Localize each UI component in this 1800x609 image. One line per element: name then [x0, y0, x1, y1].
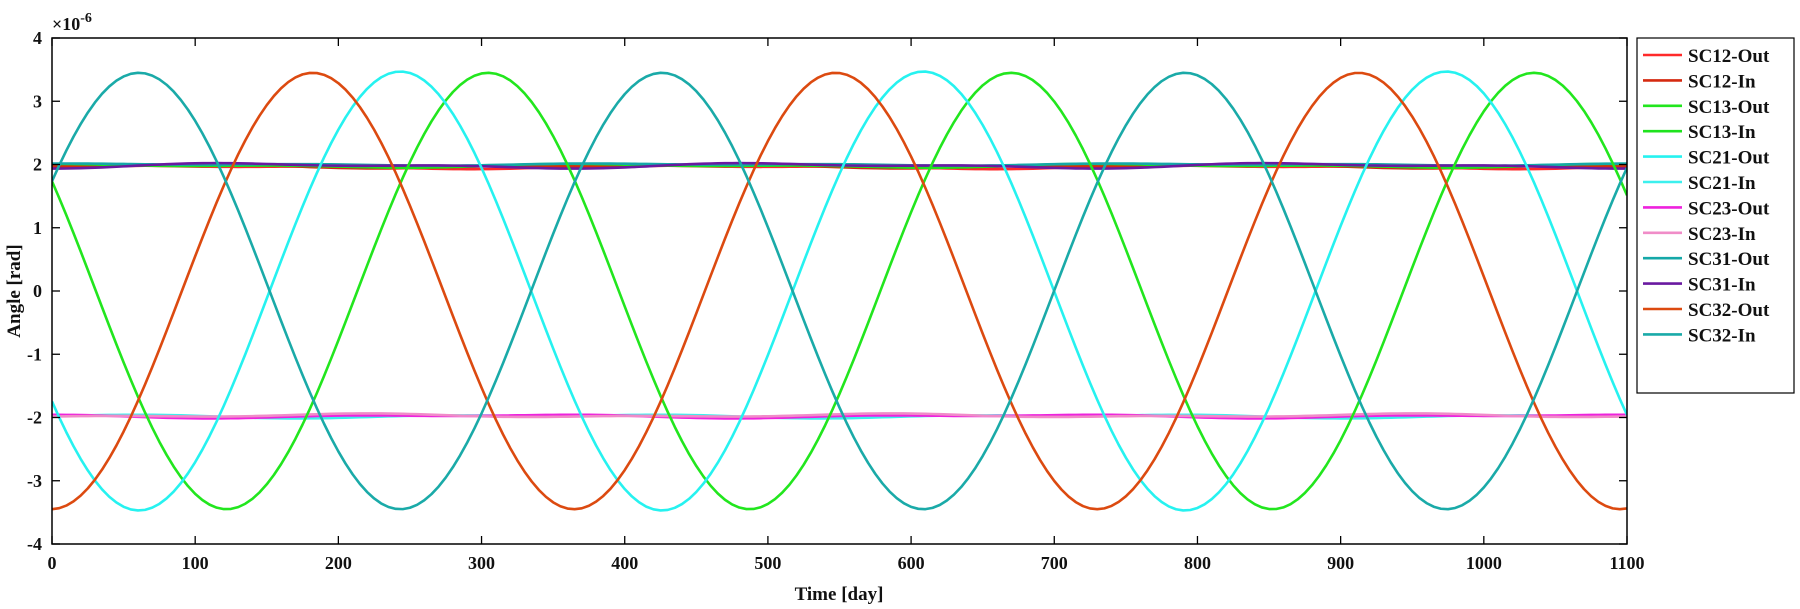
x-tick-label: 800 [1184, 553, 1211, 573]
legend: SC12-Out SC12-In SC13-Out SC13-In SC21-Out SC… [1636, 37, 1795, 394]
x-tick-label: 100 [182, 553, 209, 573]
legend-entry: SC31-In [1688, 275, 1756, 296]
x-tick-label: 500 [754, 553, 781, 573]
y-tick-label: 1 [33, 218, 42, 238]
y-exponent-power: -6 [80, 11, 92, 26]
legend-entry: SC12-Out [1688, 46, 1770, 67]
legend-entry: SC13-In [1688, 122, 1756, 143]
legend-entry: SC23-In [1688, 224, 1756, 245]
legend-entry: SC12-In [1688, 71, 1756, 92]
y-tick-label: -3 [27, 471, 42, 491]
y-exponent-base: ×10 [52, 14, 80, 34]
y-tick-label: 3 [33, 91, 42, 111]
series-line-sc21-in [52, 413, 1627, 420]
legend-entry: SC21-In [1688, 173, 1756, 194]
series-line-sc21-out [52, 70, 1627, 512]
plot-area-background [52, 38, 1627, 544]
y-axis-label: Angle [rad] [4, 244, 25, 337]
x-tick-label: 600 [898, 553, 925, 573]
y-tick-label: -1 [27, 344, 42, 364]
x-tick-label: 900 [1327, 553, 1354, 573]
legend-entry: SC21-Out [1688, 148, 1770, 169]
x-tick-label: 1100 [1609, 553, 1644, 573]
y-tick-label: 4 [33, 28, 42, 48]
legend-entry: SC23-Out [1688, 198, 1770, 219]
x-tick-label: 1000 [1466, 553, 1502, 573]
x-axis-label: Time [day] [795, 584, 884, 605]
y-tick-label: 2 [33, 155, 42, 175]
x-tick-label: 200 [325, 553, 352, 573]
legend-entry: SC32-Out [1688, 300, 1770, 321]
legend-entry: SC13-Out [1688, 97, 1770, 118]
legend-entry: SC32-In [1688, 325, 1756, 346]
series-line-sc32-in [52, 71, 1627, 511]
x-tick-label: 700 [1041, 553, 1068, 573]
x-tick-label: 300 [468, 553, 495, 573]
series-line-sc32-out [52, 71, 1627, 511]
y-tick-label: -4 [27, 534, 42, 554]
legend-entry: SC31-Out [1688, 249, 1770, 270]
x-tick-label: 400 [611, 553, 638, 573]
series-line-sc31-in [52, 161, 1627, 170]
y-tick-label: -2 [27, 408, 42, 428]
series-line-sc13-out [52, 71, 1627, 511]
y-tick-label: 0 [33, 281, 42, 301]
series-line-sc23-out [52, 413, 1627, 420]
x-tick-label: 0 [48, 553, 57, 573]
y-exponent-multiplier: ×10-6 [52, 11, 92, 34]
